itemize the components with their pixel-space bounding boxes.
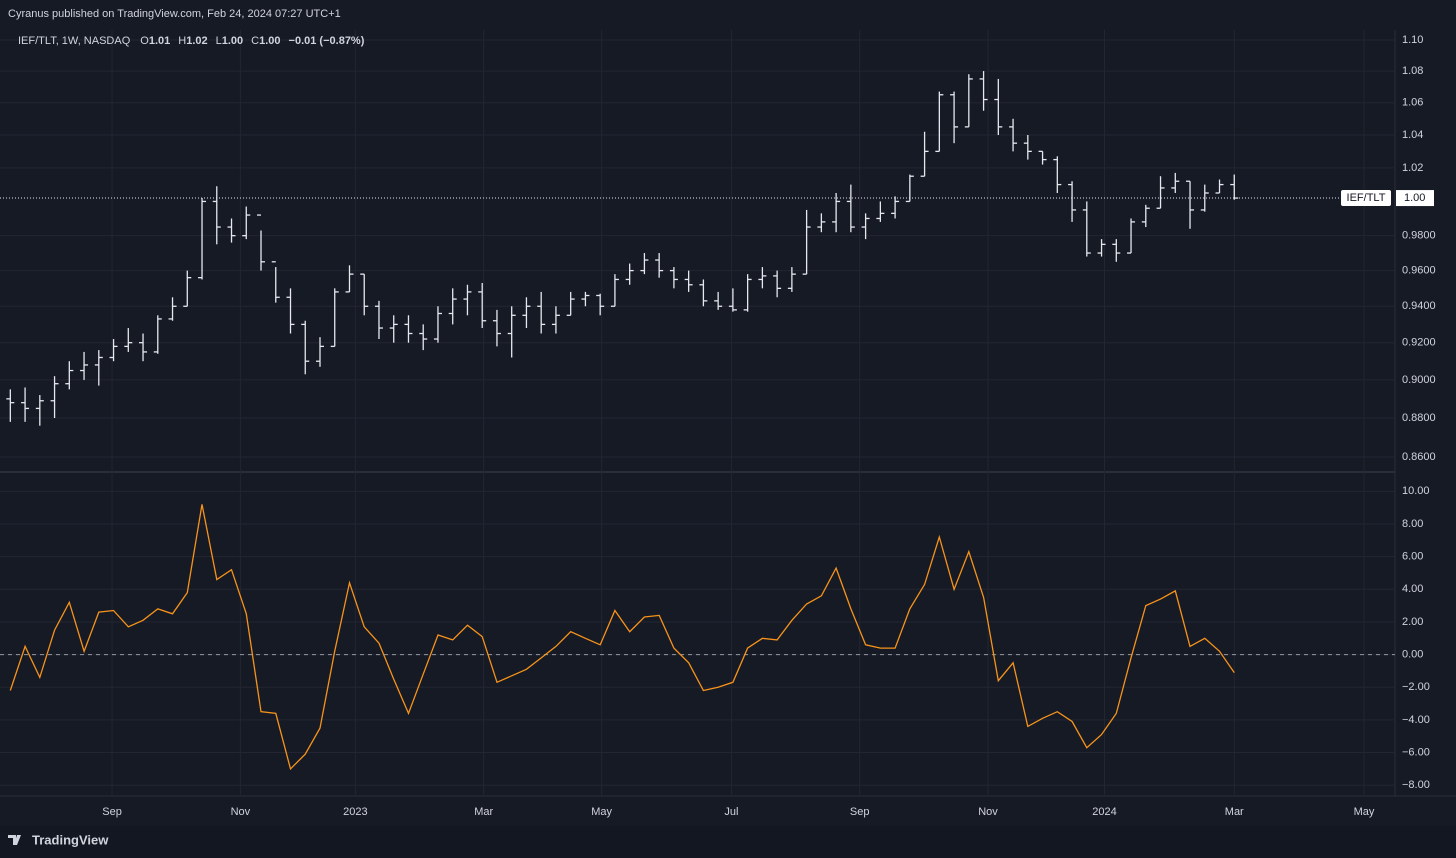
legend-change: −0.01 (−0.87%) [289,35,365,47]
y-tick-label: 4.00 [1402,583,1423,595]
x-tick-label: Sep [850,806,870,818]
series-tag: IEF/TLT [1347,192,1386,204]
y-tick-label: 0.9000 [1402,374,1436,386]
x-tick-label: 2023 [343,806,367,818]
x-tick-label: Jul [724,806,738,818]
x-tick-label: Mar [1225,806,1244,818]
last-price-label: 1.00 [1404,192,1425,204]
legend-value: 1.00 [222,35,243,47]
y-tick-label: −6.00 [1402,746,1430,758]
y-tick-label: 0.9600 [1402,265,1436,277]
ohlc-legend: IEF/TLT, 1W, NASDAQ O1.01 H1.02 L1.00 C1.00−… [18,35,365,47]
legend-key: O [140,35,149,47]
legend-key: L [216,35,222,47]
footer-bar [0,826,1456,858]
x-tick-label: Nov [231,806,251,818]
x-tick-label: May [591,806,612,818]
footer-brand: TradingView [32,832,109,847]
y-tick-label: 10.00 [1402,485,1430,497]
legend-key: C [251,35,259,47]
publish-note: Cyranus published on TradingView.com, Fe… [8,8,341,20]
y-tick-label: 0.8600 [1402,451,1436,463]
y-tick-label: 6.00 [1402,551,1423,563]
y-tick-label: 2.00 [1402,616,1423,628]
indicator-line [9,504,1235,771]
legend-value: 1.02 [186,35,207,47]
y-tick-label: −2.00 [1402,681,1430,693]
x-tick-label: Sep [102,806,122,818]
y-tick-label: −4.00 [1402,714,1430,726]
y-tick-label: 1.10 [1402,34,1423,46]
y-tick-label: 1.06 [1402,97,1423,109]
y-tick-label: 0.9400 [1402,300,1436,312]
x-tick-label: Mar [474,806,493,818]
y-tick-label: 1.08 [1402,65,1423,77]
x-tick-label: May [1354,806,1375,818]
y-tick-label: 0.9200 [1402,337,1436,349]
series-tag-bg [1341,190,1391,207]
y-tick-label: 8.00 [1402,518,1423,530]
footer-logo [8,835,21,845]
y-tick-label: 1.02 [1402,162,1423,174]
x-tick-label: Nov [978,806,998,818]
y-tick-label: −8.00 [1402,779,1430,791]
y-tick-label: 0.8800 [1402,412,1436,424]
last-price-bg [1396,190,1434,207]
y-tick-label: 0.00 [1402,648,1423,660]
legend-value: 1.01 [149,35,170,47]
y-tick-label: 0.9800 [1402,230,1436,242]
legend-symbol: IEF/TLT, 1W, NASDAQ [18,35,131,47]
y-tick-label: 1.04 [1402,129,1423,141]
legend-key: H [178,35,186,47]
legend-value: 1.00 [259,35,280,47]
x-tick-label: 2024 [1092,806,1116,818]
